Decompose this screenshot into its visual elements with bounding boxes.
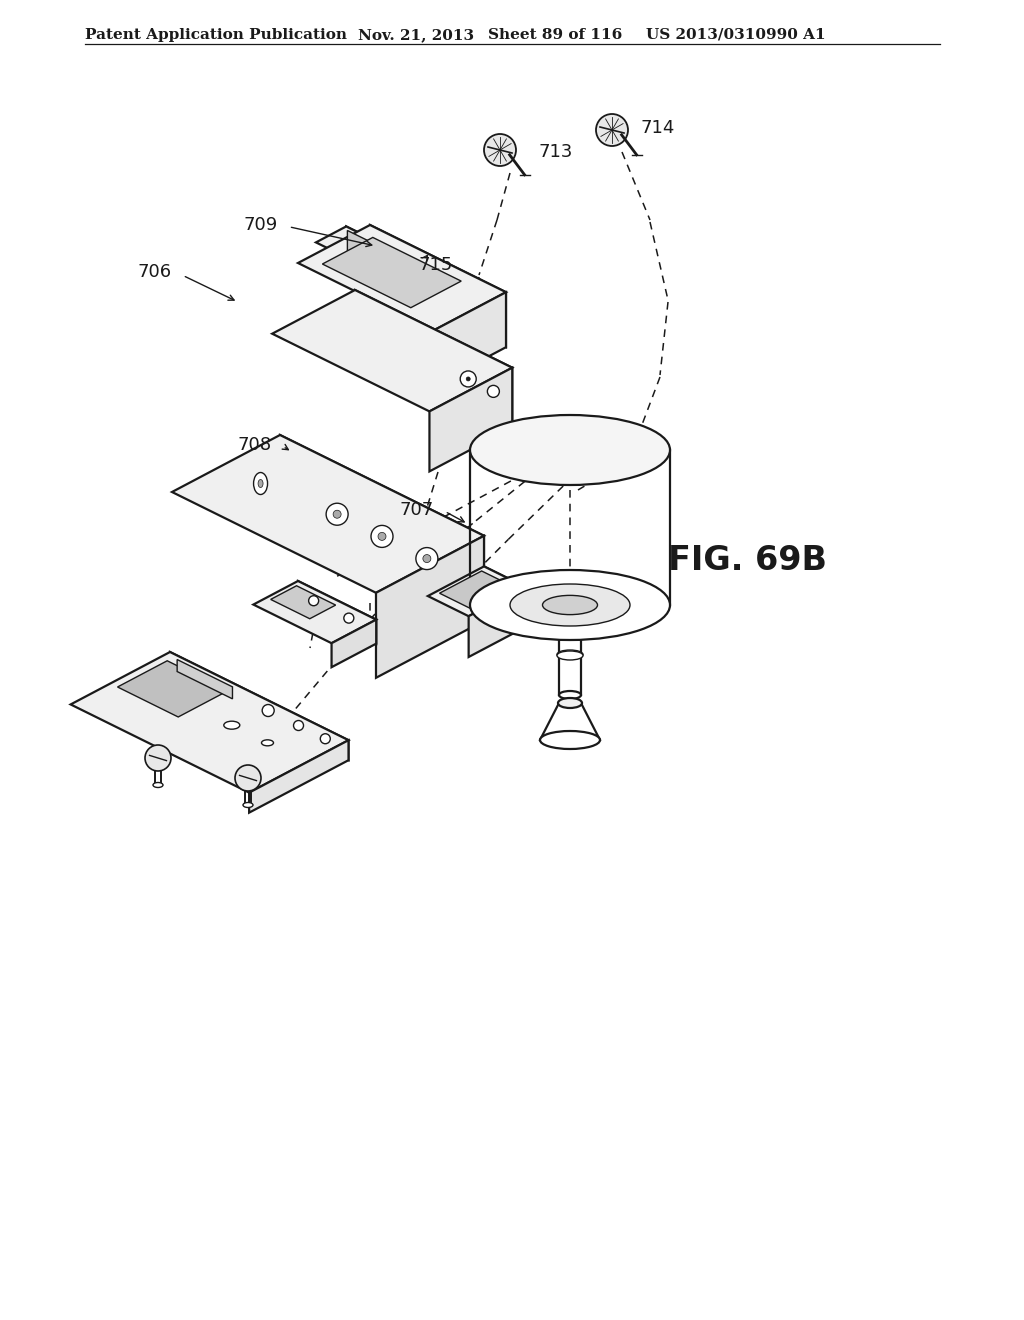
Polygon shape <box>347 231 369 263</box>
Polygon shape <box>71 652 348 792</box>
Polygon shape <box>280 436 484 620</box>
Circle shape <box>294 721 303 730</box>
Polygon shape <box>429 368 512 471</box>
Ellipse shape <box>470 570 670 640</box>
Circle shape <box>333 511 341 519</box>
Ellipse shape <box>254 473 267 495</box>
Ellipse shape <box>559 690 581 700</box>
Polygon shape <box>355 290 512 428</box>
Ellipse shape <box>557 651 583 660</box>
Circle shape <box>378 532 386 540</box>
Ellipse shape <box>540 731 600 748</box>
Text: 706: 706 <box>138 263 172 281</box>
Ellipse shape <box>558 698 582 708</box>
Ellipse shape <box>153 783 163 788</box>
Text: FIG. 69B: FIG. 69B <box>668 544 827 577</box>
Polygon shape <box>170 652 348 760</box>
Circle shape <box>371 525 393 548</box>
Circle shape <box>423 554 431 562</box>
Circle shape <box>262 705 274 717</box>
Polygon shape <box>370 224 506 347</box>
Text: 714: 714 <box>640 119 675 137</box>
Polygon shape <box>439 572 516 610</box>
Polygon shape <box>316 227 370 255</box>
Ellipse shape <box>224 721 240 729</box>
Polygon shape <box>469 586 524 657</box>
Circle shape <box>487 385 500 397</box>
Polygon shape <box>272 290 512 412</box>
Text: 708: 708 <box>238 436 272 454</box>
Ellipse shape <box>243 803 253 808</box>
Circle shape <box>308 595 318 606</box>
Ellipse shape <box>510 583 630 626</box>
Circle shape <box>145 744 171 771</box>
Text: 707: 707 <box>399 502 434 519</box>
Circle shape <box>326 503 348 525</box>
Ellipse shape <box>258 479 263 487</box>
Text: Patent Application Publication: Patent Application Publication <box>85 28 347 42</box>
Polygon shape <box>428 566 524 616</box>
Polygon shape <box>249 741 348 813</box>
Circle shape <box>416 548 438 569</box>
Polygon shape <box>332 619 376 667</box>
Circle shape <box>466 378 470 381</box>
Text: 715: 715 <box>418 256 453 275</box>
Text: 709: 709 <box>244 216 278 234</box>
Ellipse shape <box>470 414 670 484</box>
Ellipse shape <box>543 595 597 615</box>
Polygon shape <box>323 238 461 308</box>
Circle shape <box>460 371 476 387</box>
Polygon shape <box>298 581 376 644</box>
Polygon shape <box>253 581 376 643</box>
Polygon shape <box>118 661 228 717</box>
Text: 713: 713 <box>538 143 572 161</box>
Polygon shape <box>172 436 484 593</box>
Ellipse shape <box>261 739 273 746</box>
Ellipse shape <box>557 649 583 659</box>
Text: US 2013/0310990 A1: US 2013/0310990 A1 <box>646 28 825 42</box>
Polygon shape <box>270 586 336 619</box>
Text: Nov. 21, 2013: Nov. 21, 2013 <box>358 28 474 42</box>
Polygon shape <box>298 224 506 330</box>
Polygon shape <box>484 566 524 627</box>
Text: Sheet 89 of 116: Sheet 89 of 116 <box>488 28 623 42</box>
Polygon shape <box>434 292 506 385</box>
Polygon shape <box>376 536 484 677</box>
Polygon shape <box>346 227 370 267</box>
Circle shape <box>344 612 354 623</box>
Circle shape <box>234 766 261 791</box>
Circle shape <box>321 734 331 743</box>
Circle shape <box>484 135 516 166</box>
Circle shape <box>596 114 628 147</box>
Polygon shape <box>177 660 232 698</box>
